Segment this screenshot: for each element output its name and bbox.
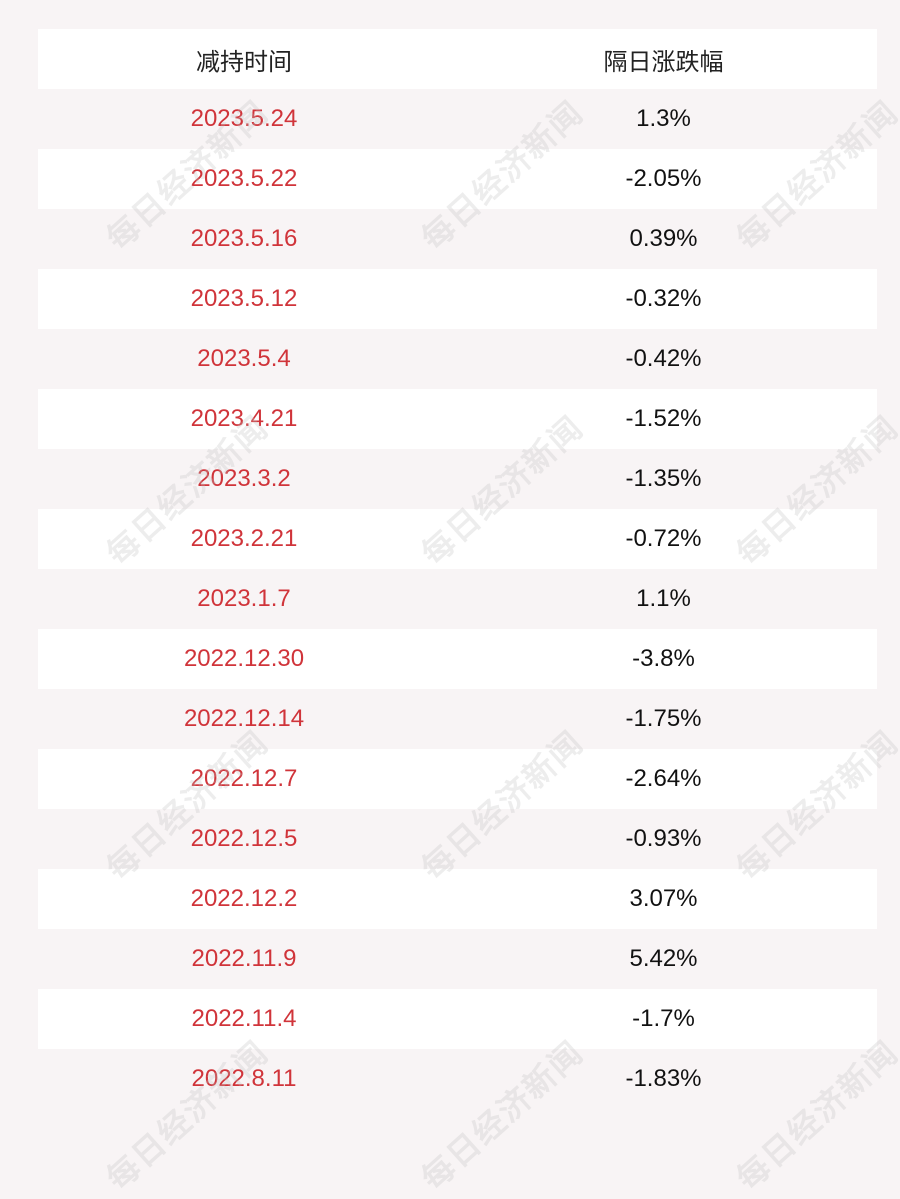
sell-date-cell: 2022.12.14 — [183, 705, 305, 732]
table-row: 2022.12.5 -0.93% — [38, 809, 877, 869]
data-table: 减持时间 隔日涨跌幅 2023.5.24 1.3% 2023.5.22 -2.05% 2… — [38, 29, 877, 1109]
next-day-change-cell: -0.72% — [625, 525, 702, 552]
next-day-change-cell: 1.1% — [636, 585, 691, 612]
sell-date-cell: 2022.12.30 — [183, 645, 305, 672]
table-row: 2023.1.7 1.1% — [38, 569, 877, 629]
next-day-change-cell: -0.42% — [625, 345, 702, 372]
sell-date-cell: 2023.4.21 — [190, 405, 298, 432]
table-row: 2022.12.2 3.07% — [38, 869, 877, 929]
next-day-change-cell: -1.83% — [625, 1065, 702, 1092]
next-day-change-cell: 3.07% — [629, 885, 698, 912]
next-day-change-cell: -1.75% — [625, 705, 702, 732]
sell-date-cell: 2022.12.2 — [190, 885, 298, 912]
header-next-day-change: 隔日涨跌幅 — [603, 48, 724, 76]
table-header-row: 减持时间 隔日涨跌幅 — [38, 29, 877, 89]
next-day-change-cell: -0.93% — [625, 825, 702, 852]
next-day-change-cell: -1.52% — [625, 405, 702, 432]
sell-date-cell: 2022.8.11 — [191, 1065, 297, 1092]
table-row: 2022.8.11 -1.83% — [38, 1049, 877, 1109]
next-day-change-cell: 5.42% — [629, 945, 698, 972]
sell-date-cell: 2022.11.4 — [191, 1005, 297, 1032]
table-row: 2023.5.16 0.39% — [38, 209, 877, 269]
table-row: 2022.11.4 -1.7% — [38, 989, 877, 1049]
next-day-change-cell: -0.32% — [625, 285, 702, 312]
sell-date-cell: 2023.5.22 — [190, 165, 298, 192]
sell-date-cell: 2022.11.9 — [191, 945, 297, 972]
sell-date-cell: 2022.12.5 — [190, 825, 298, 852]
table-row: 2023.5.12 -0.32% — [38, 269, 877, 329]
sell-date-cell: 2023.1.7 — [197, 585, 291, 612]
next-day-change-cell: -3.8% — [632, 645, 695, 672]
sell-date-cell: 2023.5.4 — [197, 345, 291, 372]
table-row: 2023.5.4 -0.42% — [38, 329, 877, 389]
table-row: 2023.4.21 -1.52% — [38, 389, 877, 449]
next-day-change-cell: -2.05% — [625, 165, 702, 192]
sell-date-cell: 2022.12.7 — [190, 765, 298, 792]
table-row: 2023.3.2 -1.35% — [38, 449, 877, 509]
next-day-change-cell: -1.35% — [625, 465, 702, 492]
table-row: 2022.12.30 -3.8% — [38, 629, 877, 689]
next-day-change-cell: -2.64% — [625, 765, 702, 792]
table-row: 2022.11.9 5.42% — [38, 929, 877, 989]
header-sell-date: 减持时间 — [196, 48, 292, 76]
table-row: 2023.2.21 -0.72% — [38, 509, 877, 569]
sell-date-cell: 2023.5.24 — [190, 105, 298, 132]
sell-date-cell: 2023.5.12 — [190, 285, 298, 312]
table-row: 2022.12.7 -2.64% — [38, 749, 877, 809]
next-day-change-cell: -1.7% — [632, 1005, 695, 1032]
table-row: 2023.5.22 -2.05% — [38, 149, 877, 209]
table-row: 2022.12.14 -1.75% — [38, 689, 877, 749]
sell-date-cell: 2023.2.21 — [190, 525, 298, 552]
next-day-change-cell: 0.39% — [629, 225, 698, 252]
sell-date-cell: 2023.5.16 — [190, 225, 298, 252]
sell-date-cell: 2023.3.2 — [197, 465, 291, 492]
next-day-change-cell: 1.3% — [636, 105, 691, 132]
table-row: 2023.5.24 1.3% — [38, 89, 877, 149]
